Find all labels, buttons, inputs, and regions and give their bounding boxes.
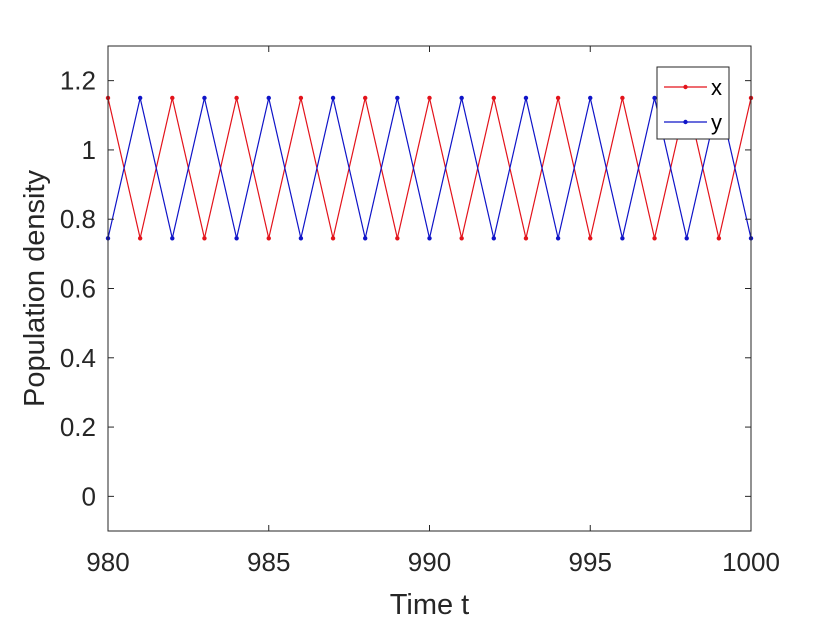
data-point-y — [684, 236, 689, 241]
data-point-x — [652, 236, 657, 241]
data-point-x — [588, 236, 593, 241]
x-tick-label: 995 — [569, 547, 612, 577]
axes-layer: 980 985 990 995 1000 0 0.2 0.4 0.6 0.8 1 1.2 — [60, 45, 780, 577]
legend-label-x: x — [711, 75, 722, 100]
data-point-y — [491, 236, 496, 241]
data-point-x — [363, 95, 368, 101]
series-layer — [105, 95, 754, 241]
y-axis-title: Population density — [19, 170, 51, 407]
y-tick-label: 0.4 — [60, 343, 96, 373]
data-point-y — [459, 95, 464, 101]
data-point-x — [491, 95, 496, 101]
plot-area — [108, 46, 751, 531]
data-point-y — [234, 236, 239, 241]
data-point-x — [395, 236, 400, 241]
data-point-y — [363, 236, 368, 241]
data-point-y — [202, 95, 207, 101]
data-point-x — [555, 95, 561, 101]
data-point-x — [266, 236, 271, 241]
legend-marker-y — [683, 119, 688, 125]
data-point-y — [137, 95, 143, 101]
y-tick-label: 1.2 — [60, 66, 96, 96]
data-point-x — [427, 95, 432, 101]
data-point-y — [620, 236, 625, 241]
data-point-x — [234, 95, 239, 101]
data-point-y — [266, 95, 271, 101]
x-tick-label: 980 — [86, 547, 129, 577]
legend: xy — [656, 66, 730, 140]
x-tick-label: 990 — [408, 547, 451, 577]
y-tick-label: 0.8 — [60, 204, 96, 234]
data-point-y — [298, 236, 304, 241]
data-point-x — [620, 95, 625, 101]
x-axis-title: Time t — [390, 589, 469, 621]
y-tick-label: 0.6 — [60, 274, 96, 304]
legend-marker-x — [683, 84, 688, 90]
data-point-x — [459, 236, 464, 241]
y-tick-label: 0.2 — [60, 412, 96, 442]
data-point-y — [427, 236, 432, 241]
data-point-x — [523, 236, 529, 241]
x-tick-label: 1000 — [722, 547, 780, 577]
data-point-x — [330, 236, 336, 241]
data-point-x — [170, 95, 175, 101]
legend-label-y: y — [711, 110, 722, 135]
data-point-y — [395, 95, 400, 101]
y-tick-label: 1 — [82, 135, 96, 165]
data-point-y — [330, 95, 336, 101]
legend-box — [656, 66, 730, 140]
data-point-x — [716, 236, 722, 241]
y-tick-label: 0 — [82, 481, 96, 511]
x-tick-label: 985 — [247, 547, 290, 577]
data-point-x — [137, 236, 143, 241]
data-point-y — [555, 236, 561, 241]
data-point-y — [588, 95, 593, 101]
data-point-x — [202, 236, 207, 241]
data-point-y — [170, 236, 175, 241]
data-point-y — [652, 95, 657, 101]
data-point-x — [298, 95, 304, 101]
data-point-y — [523, 95, 529, 101]
